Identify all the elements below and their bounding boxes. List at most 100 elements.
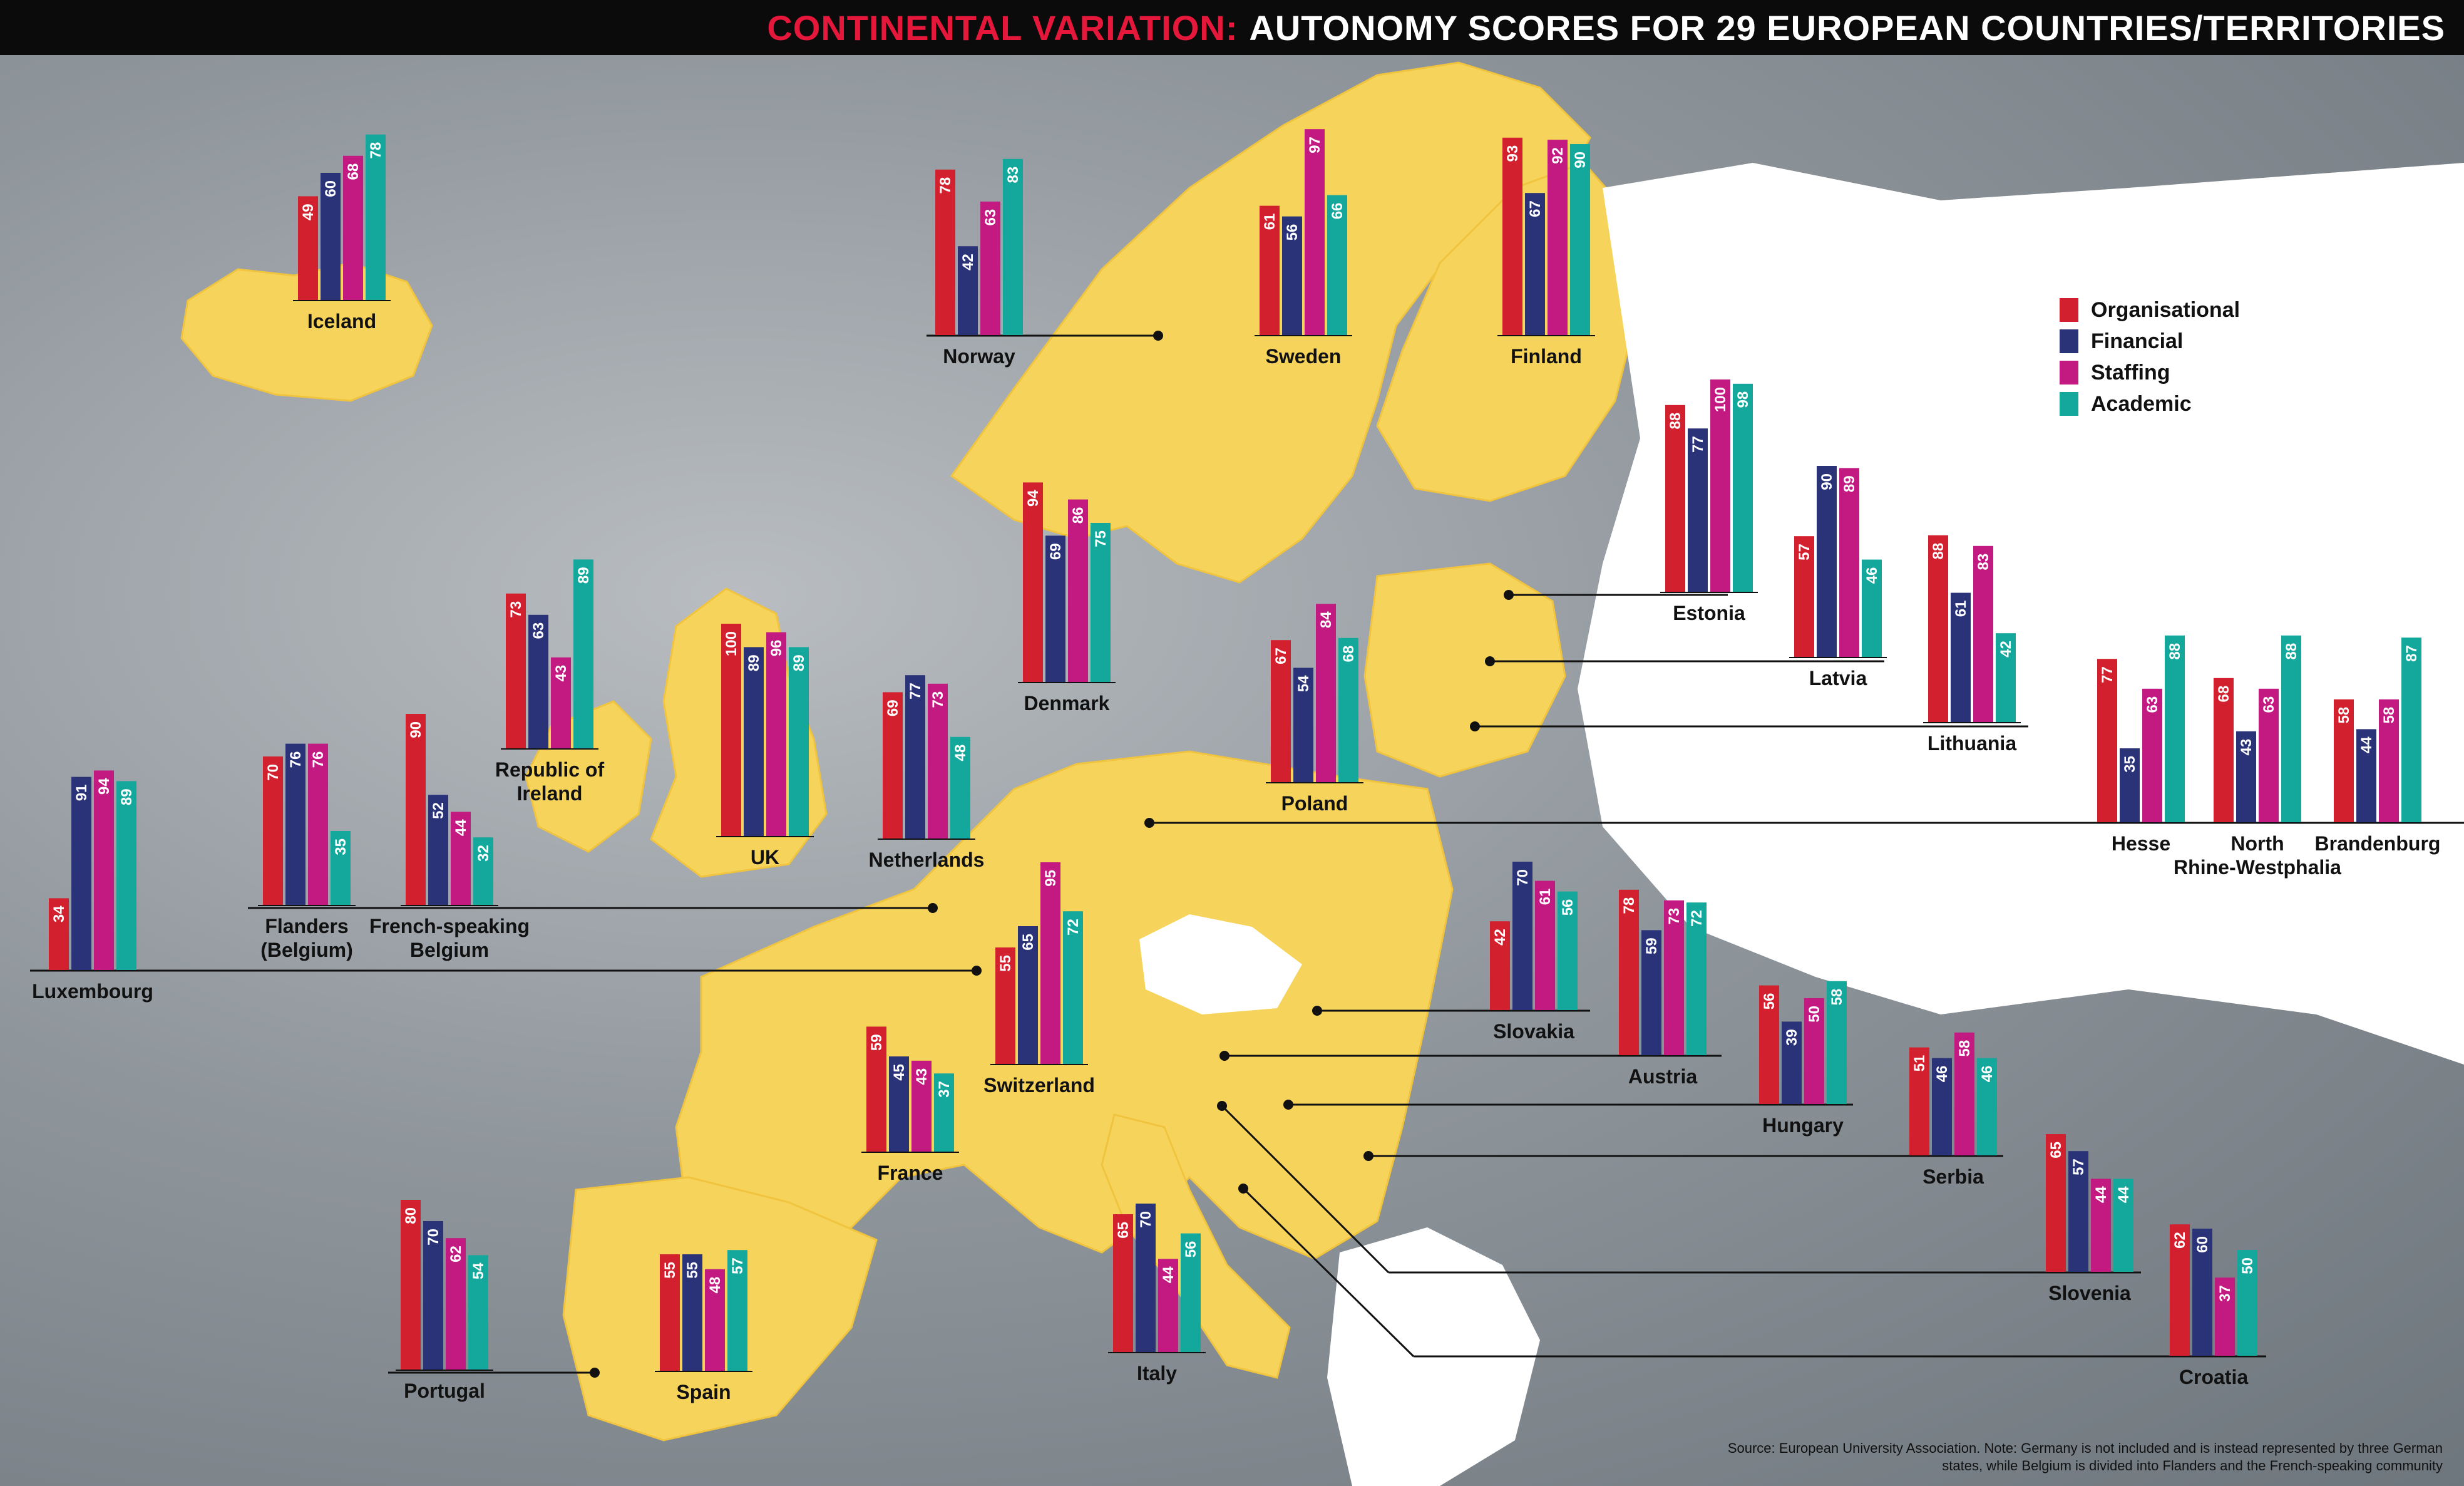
bar-italy-financial — [1136, 1204, 1156, 1353]
bar-value-label: 89 — [575, 567, 592, 584]
bar-value-label: 100 — [1712, 387, 1729, 412]
bar-austria-academic — [1686, 902, 1707, 1056]
baltics-landmass — [1363, 562, 1566, 778]
bar-group-spain: 55 55 48 57 Spain — [655, 1250, 752, 1403]
bar-value-label: 70 — [265, 764, 282, 781]
bar-value-label: 35 — [332, 838, 349, 855]
bar-estonia-academic — [1733, 383, 1753, 592]
bar-value-label: 43 — [553, 665, 570, 682]
group-label-sweden: Sweden — [1266, 345, 1342, 368]
bar-value-label: 65 — [1115, 1222, 1132, 1239]
bar-value-label: 55 — [662, 1262, 679, 1279]
bar-value-label: 44 — [2093, 1186, 2110, 1203]
bar-value-label: 80 — [403, 1207, 419, 1224]
bar-portugal-staffing — [446, 1238, 466, 1370]
bar-value-label: 54 — [470, 1262, 487, 1279]
leader-connector-croatia — [1242, 1187, 1415, 1358]
bar-lithuania-staffing — [1973, 545, 1993, 723]
bar-value-label: 48 — [952, 745, 969, 761]
bar-croatia-organisational — [2170, 1224, 2190, 1356]
legend-item-staffing: Staffing — [2060, 357, 2240, 388]
bar-value-label: 44 — [2358, 736, 2375, 753]
bar-slovenia-financial — [2068, 1151, 2088, 1272]
bar-flanders-belgium-financial — [285, 743, 305, 906]
bar-uk-organisational — [721, 624, 741, 837]
bar-croatia-staffing — [2215, 1277, 2235, 1356]
bar-group-norway: 78 42 63 83 Norway — [930, 158, 1028, 368]
bar-value-label: 49 — [300, 204, 317, 220]
bar-value-label: 76 — [310, 751, 327, 768]
location-dot-estonia — [1504, 590, 1514, 600]
bar-value-label: 68 — [2215, 686, 2232, 703]
bar-value-label: 44 — [453, 819, 470, 836]
bar-value-label: 56 — [1559, 899, 1576, 916]
bar-value-label: 72 — [1688, 910, 1705, 927]
bar-value-label: 58 — [2336, 707, 2353, 724]
bar-value-label: 84 — [1318, 611, 1335, 628]
bar-serbia-academic — [1977, 1058, 1997, 1156]
bar-brandenburg-organisational — [2334, 699, 2354, 823]
bar-value-label: 88 — [1930, 543, 1947, 560]
bar-value-label: 48 — [707, 1277, 724, 1294]
bar-value-label: 77 — [907, 683, 924, 699]
bar-hungary-staffing — [1804, 998, 1824, 1105]
bar-value-label: 58 — [2381, 707, 2398, 724]
bar-france-financial — [889, 1056, 909, 1152]
bar-value-label: 94 — [1025, 490, 1042, 507]
title-bar: CONTINENTAL VARIATION: AUTONOMY SCORES F… — [0, 0, 2464, 55]
bar-value-label: 68 — [345, 163, 362, 180]
bar-value-label: 87 — [2403, 645, 2420, 662]
bar-portugal-financial — [423, 1221, 443, 1370]
map-non-member-regions — [1139, 163, 2464, 1486]
bar-value-label: 52 — [430, 802, 447, 819]
bar-portugal-organisational — [401, 1200, 421, 1370]
bar-value-label: 37 — [2217, 1285, 2234, 1302]
bar-france-staffing — [911, 1060, 932, 1152]
bar-luxembourg-staffing — [94, 770, 114, 971]
bar-value-label: 61 — [1537, 889, 1554, 906]
bar-group-croatia: 62 60 37 50 Croatia — [2165, 1224, 2262, 1388]
bar-value-label: 98 — [1735, 391, 1752, 408]
bar-value-label: 54 — [1295, 675, 1312, 692]
bar-finland-staffing — [1548, 140, 1568, 336]
bar-switzerland-organisational — [995, 947, 1015, 1065]
source-note: Source: European University Association.… — [1727, 1440, 2443, 1473]
bar-sweden-organisational — [1260, 205, 1280, 336]
bar-denmark-financial — [1045, 535, 1065, 683]
bar-value-label: 34 — [51, 906, 68, 922]
bar-value-label: 39 — [1784, 1029, 1800, 1046]
group-label-slovakia: Slovakia — [1493, 1020, 1574, 1043]
bar-serbia-organisational — [1909, 1047, 1929, 1156]
bar-sweden-staffing — [1305, 129, 1325, 336]
bar-value-label: 100 — [723, 631, 740, 656]
group-label-french-speaking-belgium: Belgium — [410, 939, 489, 961]
bar-value-label: 69 — [1047, 543, 1064, 560]
bar-norway-staffing — [980, 201, 1000, 336]
bar-group-portugal: 80 70 62 54 Portugal — [396, 1200, 493, 1402]
group-label-north-rhine-westphalia: Rhine-Westphalia — [2174, 856, 2341, 879]
bar-sweden-financial — [1282, 216, 1302, 336]
title-accent: CONTINENTAL VARIATION: — [767, 8, 1238, 48]
bar-latvia-academic — [1862, 559, 1882, 658]
bar-slovakia-academic — [1558, 891, 1578, 1011]
legend-label: Financial — [2091, 329, 2184, 353]
bar-group-lithuania: 88 61 83 42 Lithuania — [1923, 535, 2021, 755]
bar-groups: 49 60 68 78 Iceland 78 42 63 83 Norway 61 56 97 66 Swe… — [32, 129, 2440, 1403]
bar-group-italy: 65 70 44 56 Italy — [1108, 1204, 1206, 1385]
group-label-uk: UK — [751, 846, 779, 869]
bar-value-label: 88 — [2167, 643, 2184, 660]
bar-spain-academic — [727, 1250, 747, 1371]
bar-value-label: 35 — [2122, 756, 2138, 773]
group-label-spain: Spain — [676, 1381, 731, 1403]
group-label-republic-of-ireland: Republic of — [495, 758, 605, 781]
bar-value-label: 62 — [448, 1246, 465, 1262]
bar-iceland-organisational — [298, 196, 318, 301]
bar-value-label: 76 — [287, 751, 304, 768]
bar-value-label: 75 — [1092, 530, 1109, 547]
group-label-hungary: Hungary — [1762, 1114, 1844, 1137]
bar-value-label: 77 — [1690, 436, 1707, 453]
bar-group-netherlands: 69 77 73 48 Netherlands — [869, 675, 984, 871]
bar-group-brandenburg: 58 44 58 87 Brandenburg — [2315, 637, 2440, 855]
bar-value-label: 50 — [1806, 1006, 1823, 1023]
